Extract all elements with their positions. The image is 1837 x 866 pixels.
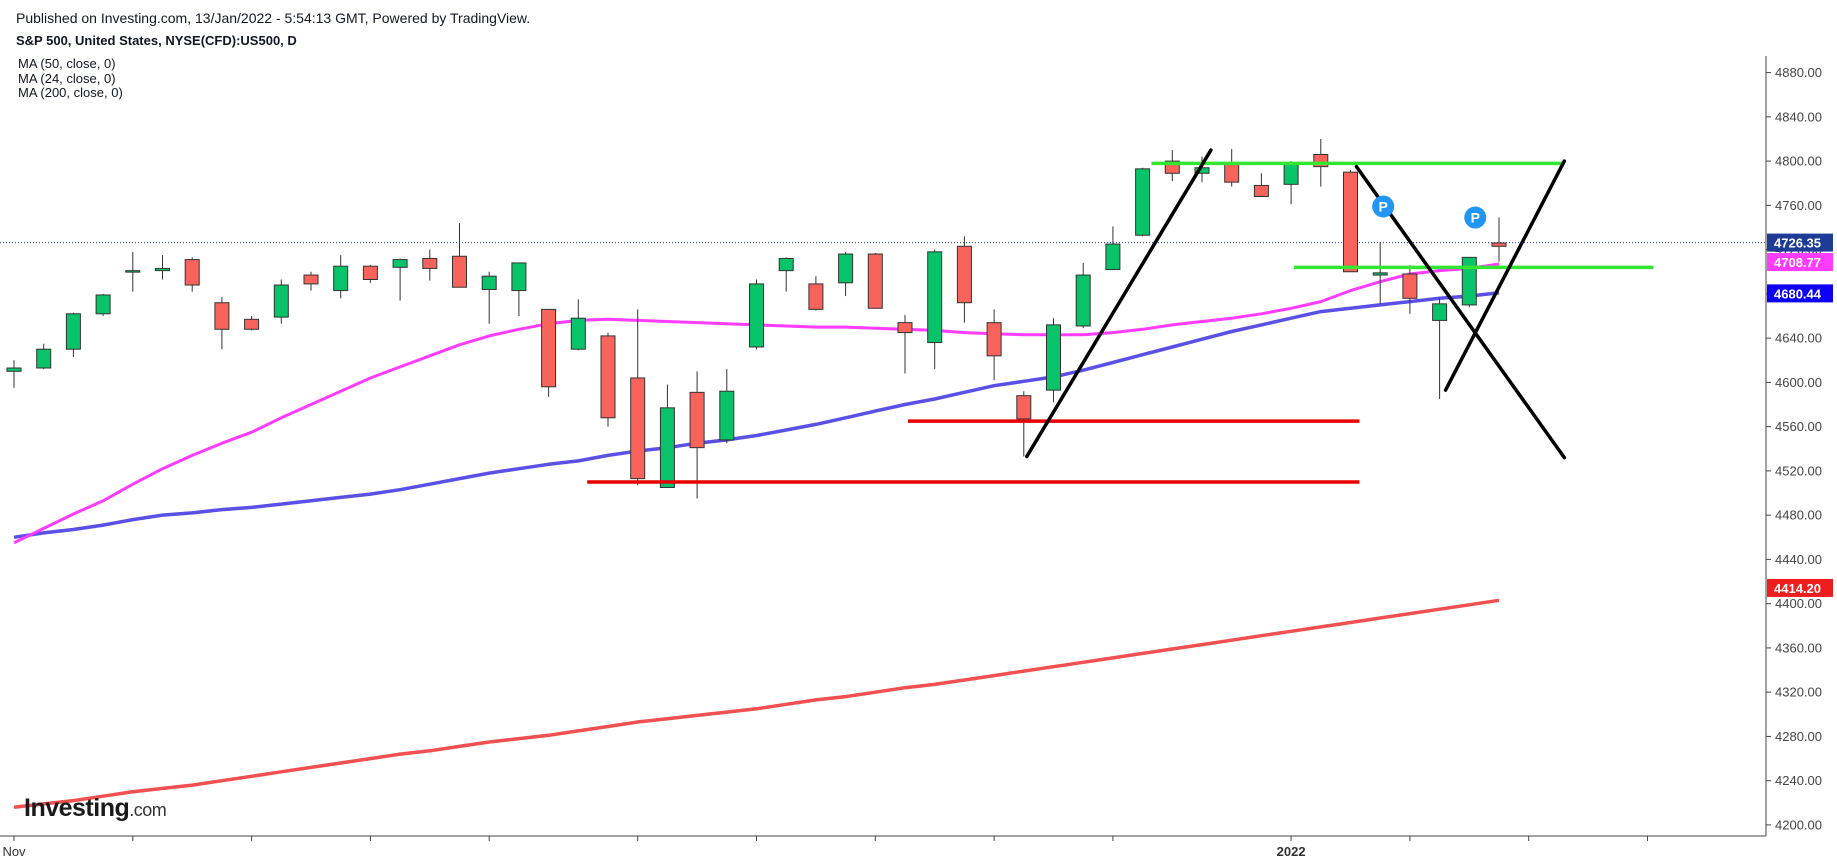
published-note: Published on Investing.com, 13/Jan/2022 …	[16, 10, 531, 26]
candle-body	[214, 302, 230, 330]
candle-body	[749, 283, 764, 348]
trend-line	[1443, 159, 1567, 392]
candle-body	[303, 274, 319, 285]
y-tick-label: 4440.00	[1775, 552, 1822, 567]
candle-body	[36, 348, 52, 369]
y-tick-label: 4320.00	[1775, 685, 1822, 700]
x-tick-label: 2022	[1277, 844, 1306, 859]
candle-body	[244, 318, 260, 330]
candle-body	[1016, 395, 1032, 420]
price-tag-label: 4680.44	[1774, 286, 1822, 301]
price-tag	[1767, 284, 1833, 303]
candle-body	[659, 407, 675, 488]
event-marker-label: P	[1378, 198, 1387, 214]
candle-body	[838, 253, 854, 284]
candle-body	[65, 313, 81, 350]
investing-logo: Investing.com	[24, 794, 167, 823]
candle-body	[362, 265, 378, 280]
candle-body	[1135, 168, 1151, 236]
y-tick-label: 4360.00	[1775, 640, 1822, 655]
candle-body	[184, 259, 200, 286]
candle-body	[927, 251, 943, 344]
x-tick-label: Nov	[2, 844, 26, 859]
candle-body	[155, 267, 170, 272]
candle-body	[719, 390, 735, 441]
event-marker-label: P	[1471, 210, 1480, 226]
instrument-title: S&P 500, United States, NYSE(CFD):US500,…	[16, 33, 297, 48]
candle-body	[541, 308, 557, 388]
candle-body	[689, 391, 705, 449]
y-tick-label: 4240.00	[1775, 773, 1822, 788]
candle-body	[422, 257, 438, 269]
candle-body	[1253, 184, 1269, 198]
candle-body	[392, 259, 408, 268]
price-tag	[1767, 578, 1833, 597]
candle-body	[1343, 171, 1358, 273]
candle-body	[452, 255, 467, 288]
y-tick-label: 4800.00	[1775, 154, 1822, 169]
candle-body	[986, 322, 1002, 357]
candle-body	[600, 335, 616, 419]
y-tick-label: 4840.00	[1775, 109, 1822, 124]
y-tick-label: 4560.00	[1775, 419, 1822, 434]
legend-ma24[interactable]: MA (24, close, 0)	[18, 71, 116, 86]
candle-body	[570, 317, 586, 350]
candle-body	[333, 265, 349, 292]
candle-body	[808, 283, 824, 310]
candle-body	[630, 377, 646, 480]
event-marker	[1372, 195, 1395, 218]
legend-ma200[interactable]: MA (200, close, 0)	[18, 85, 123, 100]
candle-body	[778, 257, 794, 272]
y-tick-label: 4280.00	[1775, 729, 1822, 744]
trend-line	[1025, 148, 1213, 459]
ma200-line	[13, 598, 1500, 809]
candle-body	[1075, 274, 1091, 327]
ma50-line	[13, 291, 1500, 540]
candle-body	[1283, 162, 1299, 185]
y-tick-label: 4880.00	[1775, 65, 1822, 80]
event-marker	[1464, 206, 1487, 229]
candle-body	[6, 367, 22, 372]
y-tick-label: 4400.00	[1775, 596, 1822, 611]
candle-body	[95, 294, 111, 315]
candle-body	[1491, 242, 1507, 247]
trend-line	[1354, 164, 1567, 460]
candle-body	[1105, 243, 1121, 271]
candle-body	[867, 253, 883, 309]
candle-body	[1372, 272, 1388, 276]
candle-body	[481, 275, 497, 290]
y-tick-label: 4520.00	[1775, 463, 1822, 478]
y-tick-label: 4760.00	[1775, 198, 1822, 213]
candle-body	[897, 322, 913, 334]
price-tag	[1767, 253, 1833, 272]
candle-body	[511, 262, 527, 292]
candle-body	[1224, 163, 1240, 183]
y-tick-label: 4640.00	[1775, 331, 1822, 346]
candle-body	[1402, 273, 1418, 299]
logo-suffix: .com	[129, 800, 167, 820]
candle-body	[956, 245, 972, 304]
price-tag	[1767, 233, 1833, 252]
y-tick-label: 4600.00	[1775, 375, 1822, 390]
y-tick-label: 4480.00	[1775, 508, 1822, 523]
candle-body	[1461, 256, 1477, 306]
candle-body	[1432, 303, 1448, 321]
candle-body	[125, 270, 141, 273]
price-tag-label: 4726.35	[1774, 236, 1821, 251]
price-tag-label: 4708.77	[1774, 255, 1821, 270]
price-tag-label: 4414.20	[1774, 581, 1821, 596]
candle-body	[1046, 324, 1061, 391]
y-tick-label: 4200.00	[1775, 817, 1822, 832]
candle-body	[273, 284, 289, 318]
logo-brand: Investing	[24, 794, 130, 822]
legend-ma50[interactable]: MA (50, close, 0)	[18, 56, 116, 71]
